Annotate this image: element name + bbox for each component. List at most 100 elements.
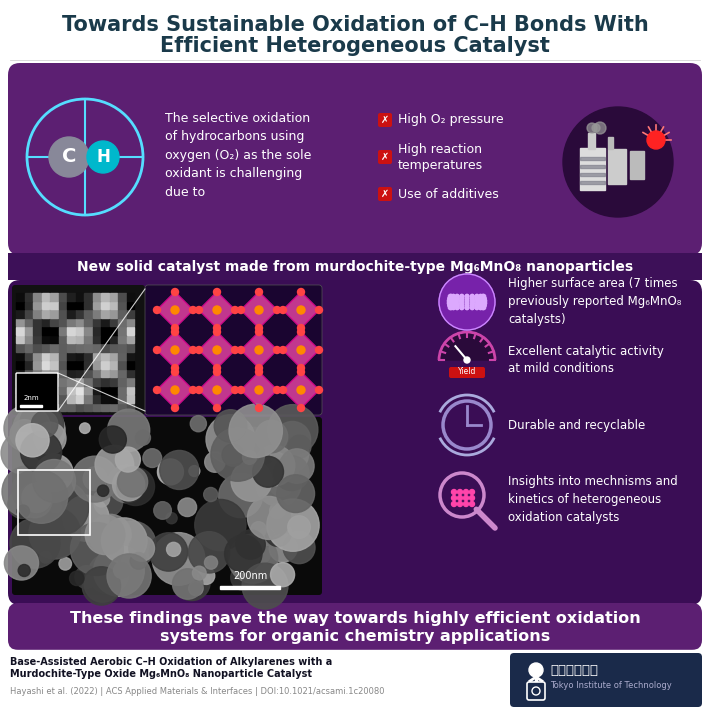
Circle shape	[113, 469, 145, 501]
Bar	[16, 369, 23, 377]
Circle shape	[204, 556, 217, 569]
Bar	[118, 403, 126, 411]
Circle shape	[204, 452, 225, 472]
Circle shape	[476, 301, 479, 305]
Circle shape	[594, 122, 606, 134]
Bar	[41, 310, 49, 317]
Bar	[25, 386, 32, 394]
Circle shape	[214, 364, 221, 371]
Circle shape	[190, 346, 197, 354]
Circle shape	[238, 346, 244, 354]
Circle shape	[449, 295, 453, 298]
Circle shape	[452, 306, 455, 310]
Bar	[92, 395, 100, 403]
Bar	[92, 378, 100, 386]
Bar	[41, 378, 49, 386]
Circle shape	[219, 474, 263, 518]
Circle shape	[471, 297, 474, 300]
Circle shape	[172, 329, 178, 336]
Circle shape	[460, 304, 464, 307]
Text: Hayashi et al. (2022) | ACS Applied Materials & Interfaces | DOI:10.1021/acsami.: Hayashi et al. (2022) | ACS Applied Mate…	[10, 687, 385, 697]
Circle shape	[297, 346, 305, 354]
Circle shape	[231, 307, 239, 314]
Circle shape	[114, 562, 130, 579]
Circle shape	[190, 307, 197, 314]
Circle shape	[130, 552, 147, 569]
Circle shape	[452, 295, 455, 298]
Circle shape	[2, 466, 53, 518]
Circle shape	[448, 295, 452, 298]
Circle shape	[271, 435, 309, 473]
Circle shape	[464, 489, 469, 494]
Text: New solid catalyst made from murdochite-type Mg₆MnO₈ nanoparticles: New solid catalyst made from murdochite-…	[77, 260, 633, 274]
FancyBboxPatch shape	[145, 285, 322, 415]
Circle shape	[460, 306, 464, 310]
Circle shape	[214, 410, 247, 442]
Circle shape	[254, 445, 295, 486]
Bar	[84, 310, 92, 317]
Polygon shape	[199, 332, 235, 368]
Circle shape	[315, 386, 322, 393]
Circle shape	[481, 295, 485, 298]
Bar	[50, 403, 58, 411]
Polygon shape	[157, 372, 193, 408]
Bar	[75, 386, 83, 394]
Circle shape	[18, 484, 52, 518]
Circle shape	[36, 481, 89, 535]
Bar	[92, 336, 100, 343]
Circle shape	[214, 288, 221, 295]
Circle shape	[171, 346, 179, 354]
Circle shape	[455, 304, 459, 307]
Circle shape	[471, 306, 474, 310]
Circle shape	[476, 304, 479, 307]
Bar	[109, 319, 117, 326]
Circle shape	[471, 304, 474, 307]
Circle shape	[214, 329, 221, 336]
Circle shape	[29, 508, 80, 559]
Circle shape	[256, 364, 263, 371]
Circle shape	[116, 468, 155, 506]
Bar	[84, 352, 92, 360]
Circle shape	[255, 386, 263, 394]
Bar	[126, 293, 134, 300]
Bar	[109, 403, 117, 411]
Bar	[58, 293, 66, 300]
Polygon shape	[157, 332, 193, 368]
Circle shape	[10, 518, 60, 568]
Text: Towards Sustainable Oxidation of C–H Bonds With: Towards Sustainable Oxidation of C–H Bon…	[62, 15, 648, 35]
Circle shape	[465, 295, 469, 298]
Bar	[16, 336, 23, 343]
Bar	[16, 310, 23, 317]
Text: Base-Assisted Aerobic C–H Oxidation of Alkylarenes with a: Base-Assisted Aerobic C–H Oxidation of A…	[10, 657, 332, 667]
Circle shape	[269, 534, 297, 562]
Circle shape	[82, 567, 121, 605]
Bar	[0, 650, 710, 710]
Circle shape	[465, 301, 469, 305]
Bar	[50, 352, 58, 360]
Circle shape	[13, 404, 65, 457]
Circle shape	[87, 141, 119, 173]
Bar	[67, 336, 75, 343]
Circle shape	[271, 562, 295, 586]
Bar	[92, 369, 100, 377]
Bar	[33, 352, 40, 360]
Circle shape	[49, 137, 89, 177]
Circle shape	[94, 491, 109, 507]
Circle shape	[172, 324, 178, 332]
Circle shape	[173, 569, 203, 599]
Circle shape	[152, 532, 205, 585]
Bar	[101, 361, 109, 368]
Circle shape	[258, 473, 283, 498]
Bar	[118, 361, 126, 368]
Bar	[109, 361, 117, 368]
Circle shape	[256, 405, 263, 412]
Circle shape	[229, 404, 283, 457]
Circle shape	[471, 304, 474, 307]
Bar	[84, 344, 92, 351]
Text: ✗: ✗	[381, 152, 389, 162]
Circle shape	[255, 420, 288, 453]
Circle shape	[455, 295, 459, 298]
Bar	[25, 369, 32, 377]
Circle shape	[479, 306, 482, 310]
Circle shape	[107, 554, 151, 598]
